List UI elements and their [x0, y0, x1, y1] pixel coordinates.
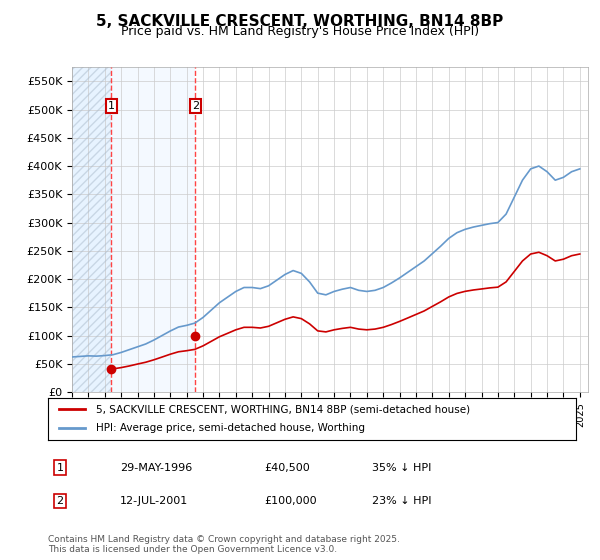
Text: 35% ↓ HPI: 35% ↓ HPI [372, 463, 431, 473]
Text: £100,000: £100,000 [264, 496, 317, 506]
Text: 1: 1 [56, 463, 64, 473]
Text: 23% ↓ HPI: 23% ↓ HPI [372, 496, 431, 506]
Text: Contains HM Land Registry data © Crown copyright and database right 2025.
This d: Contains HM Land Registry data © Crown c… [48, 535, 400, 554]
Text: 2: 2 [56, 496, 64, 506]
Text: 5, SACKVILLE CRESCENT, WORTHING, BN14 8BP: 5, SACKVILLE CRESCENT, WORTHING, BN14 8B… [97, 14, 503, 29]
Text: 1: 1 [108, 101, 115, 111]
Text: 12-JUL-2001: 12-JUL-2001 [120, 496, 188, 506]
Text: 5, SACKVILLE CRESCENT, WORTHING, BN14 8BP (semi-detached house): 5, SACKVILLE CRESCENT, WORTHING, BN14 8B… [95, 404, 470, 414]
Bar [72, 67, 112, 392]
Bar [72, 67, 112, 392]
Text: Price paid vs. HM Land Registry's House Price Index (HPI): Price paid vs. HM Land Registry's House … [121, 25, 479, 38]
Text: 2: 2 [192, 101, 199, 111]
Text: £40,500: £40,500 [264, 463, 310, 473]
Text: 29-MAY-1996: 29-MAY-1996 [120, 463, 192, 473]
Bar [112, 67, 196, 392]
Text: HPI: Average price, semi-detached house, Worthing: HPI: Average price, semi-detached house,… [95, 423, 365, 433]
